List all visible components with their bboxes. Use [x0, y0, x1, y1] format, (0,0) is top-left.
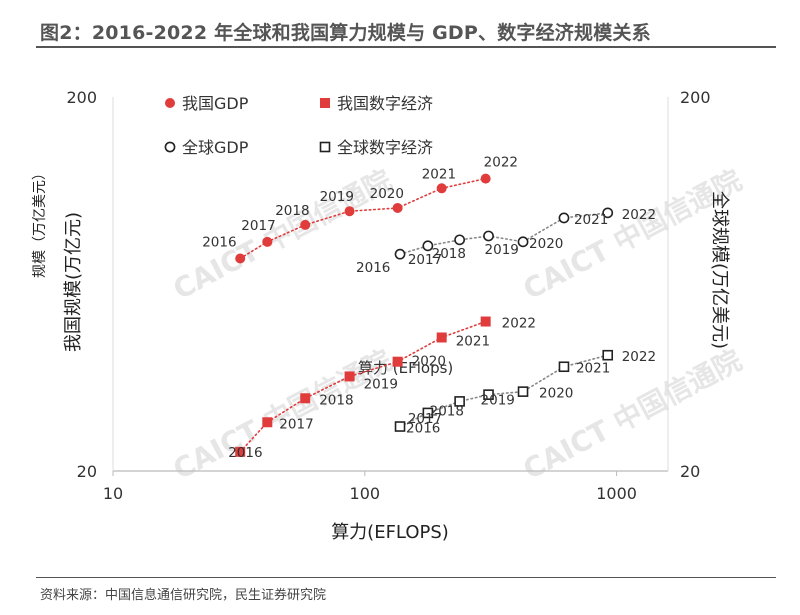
y-left-tick-label: 200: [66, 88, 97, 107]
year-label: 2018: [275, 203, 309, 219]
year-label: 2017: [408, 411, 442, 427]
legend-marker: [319, 141, 331, 153]
data-point: [483, 389, 494, 400]
legend-marker: [164, 141, 176, 153]
data-point: [436, 332, 447, 343]
year-label: 2017: [241, 218, 275, 234]
year-label: 2022: [502, 316, 536, 332]
data-point: [436, 183, 447, 194]
data-point: [392, 202, 403, 213]
y-left-tick-label: 20: [77, 462, 97, 481]
data-point: [483, 230, 494, 242]
legend-label: 我国数字经济: [337, 94, 433, 113]
data-point: [394, 248, 406, 260]
year-label: 2020: [370, 186, 404, 202]
year-label: 2019: [481, 393, 515, 409]
year-label: 2020: [539, 386, 573, 402]
data-point: [602, 349, 614, 361]
legend-label: 我国GDP: [182, 94, 249, 113]
data-point: [422, 240, 434, 252]
data-point: [517, 236, 529, 248]
y-right-tick-label: 200: [680, 88, 711, 107]
year-label: 2019: [485, 242, 519, 258]
y-right-tick-label: 20: [680, 462, 700, 481]
legend-marker: [320, 98, 330, 108]
data-point: [517, 386, 529, 397]
year-label: 2017: [279, 416, 313, 432]
year-label: 2020: [412, 354, 446, 370]
legend-label: 全球GDP: [182, 138, 249, 157]
year-label: 2021: [456, 333, 490, 349]
data-point: [262, 417, 273, 428]
data-point: [344, 371, 355, 382]
x-tick-label: 1000: [596, 484, 637, 503]
data-point: [392, 356, 403, 367]
y-right-axis-title: 全球规模(万亿美元): [709, 191, 730, 349]
x-tick-label: 10: [103, 484, 123, 503]
data-point: [480, 316, 491, 327]
year-label: 2018: [430, 403, 464, 419]
x-tick-label: 100: [350, 484, 381, 503]
year-label: 2017: [408, 252, 442, 268]
x-axis-title: 算力(EFLOPS): [331, 522, 449, 543]
data-point: [300, 219, 311, 230]
data-point: [394, 421, 406, 432]
year-label: 2021: [576, 361, 610, 377]
inner-x-label: 算力 (EFlops): [358, 359, 453, 377]
year-label: 2020: [529, 236, 563, 252]
data-point: [344, 206, 355, 217]
chart-title: 图2：2016-2022 年全球和我国算力规模与 GDP、数字经济规模关系: [40, 22, 651, 44]
year-label: 2021: [422, 166, 456, 182]
data-point: [235, 253, 246, 264]
legend-label: 全球数字经济: [337, 138, 433, 157]
year-label: 2021: [574, 212, 608, 228]
data-point: [480, 173, 491, 184]
source-rule: [36, 577, 776, 578]
year-label: 2022: [622, 207, 656, 223]
year-label: 2022: [622, 349, 656, 365]
data-point: [602, 207, 614, 219]
year-label: 2016: [202, 234, 236, 250]
year-label: 2018: [432, 246, 466, 262]
data-point: [454, 396, 465, 407]
data-point: [422, 407, 434, 419]
year-label: 2016: [228, 445, 262, 461]
year-label: 2018: [319, 392, 353, 408]
data-point: [558, 212, 570, 224]
year-label: 2016: [406, 421, 440, 437]
data-point: [454, 234, 466, 246]
y-left-axis-title: 我国规模(万亿元): [63, 212, 84, 352]
year-label: 2019: [320, 189, 354, 205]
year-label: 2016: [356, 260, 390, 276]
year-label: 2019: [364, 376, 398, 392]
title-rule: [36, 46, 776, 48]
data-point: [235, 446, 246, 457]
data-point: [262, 236, 273, 247]
year-label: 2022: [484, 155, 518, 171]
data-point: [300, 393, 311, 404]
y-left-axis-subtitle: 规模（万亿美元）: [32, 166, 48, 278]
source-note: 资料来源：中国信息通信研究院，民生证券研究院: [40, 588, 327, 603]
data-point: [558, 361, 570, 373]
legend-marker: [165, 98, 175, 108]
